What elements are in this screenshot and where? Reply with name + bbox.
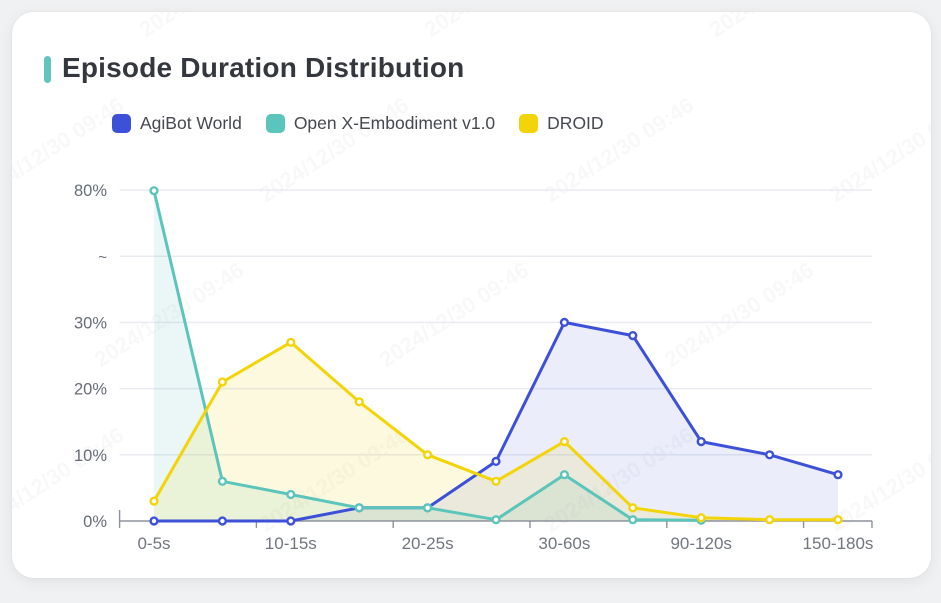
svg-text:20%: 20%	[74, 381, 107, 399]
legend-item-open-x-embodiment[interactable]: Open X-Embodiment v1.0	[265, 113, 496, 134]
svg-text:10-15s: 10-15s	[265, 534, 317, 553]
svg-text:90-120s: 90-120s	[670, 534, 731, 553]
legend-swatch-icon	[112, 114, 131, 133]
svg-text:30-60s: 30-60s	[538, 534, 590, 553]
svg-text:~: ~	[98, 249, 107, 266]
svg-text:20-25s: 20-25s	[402, 534, 454, 553]
svg-text:0-5s: 0-5s	[137, 534, 170, 553]
svg-text:10%: 10%	[74, 447, 107, 465]
svg-text:0%: 0%	[83, 513, 107, 531]
legend-item-droid[interactable]: DROID	[519, 113, 604, 134]
legend-label: Open X-Embodiment v1.0	[293, 113, 496, 133]
legend-swatch-icon	[519, 114, 539, 133]
svg-text:30%: 30%	[74, 314, 107, 332]
chart-legend: AgiBot World Open X-Embodiment v1.0 DROI…	[112, 113, 604, 134]
page-title: Episode Duration Distribution	[62, 52, 465, 83]
legend-label: DROID	[547, 113, 604, 133]
svg-text:150-180s: 150-180s	[803, 534, 874, 553]
svg-text:80%: 80%	[74, 182, 107, 200]
title-accent-bar	[44, 56, 51, 83]
legend-label: AgiBot World	[140, 113, 242, 133]
legend-swatch-icon	[265, 114, 285, 133]
legend-item-agibot-world[interactable]: AgiBot World	[112, 113, 242, 134]
